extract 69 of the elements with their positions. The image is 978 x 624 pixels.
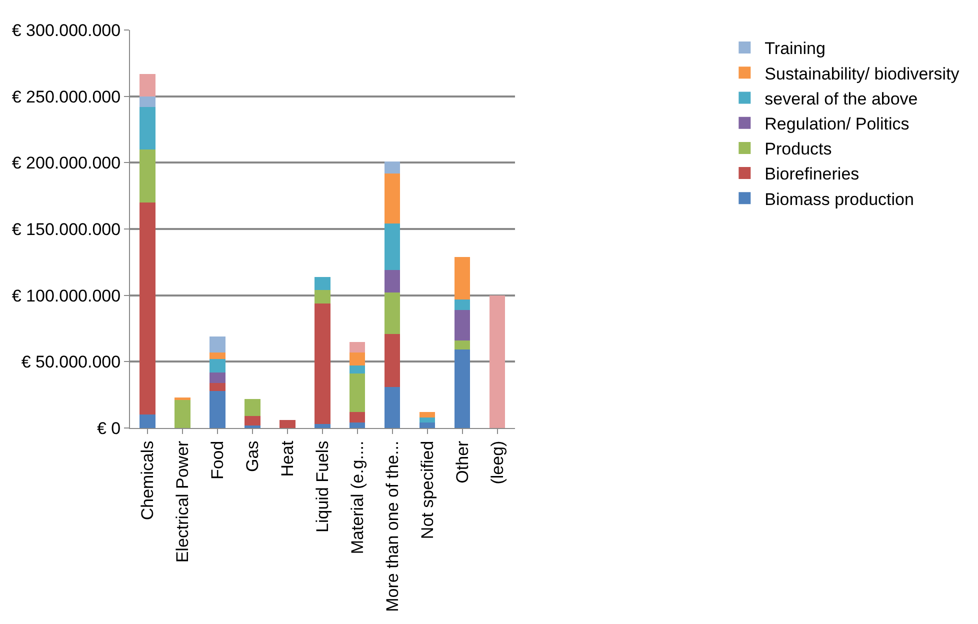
bar [384, 270, 400, 293]
bar [350, 342, 366, 352]
y-tick-label: € 300.000.000 [12, 20, 121, 40]
legend-label: Products [764, 140, 832, 159]
bar [419, 422, 436, 428]
y-tick-label: € 250.000.000 [12, 87, 121, 106]
bar [174, 400, 190, 428]
x-tick-label: (leeg) [488, 440, 507, 484]
x-tick-label: Gas [242, 440, 262, 472]
x-tick-label: Material (e.g.... [348, 440, 367, 554]
bar [384, 334, 400, 387]
x-tick-label: Electrical Power [172, 440, 192, 563]
bar [280, 420, 296, 428]
bar [140, 74, 156, 96]
legend-label: several of the above [764, 89, 918, 108]
bar [140, 149, 156, 202]
bar [350, 422, 366, 428]
bar [314, 424, 330, 428]
x-tick-label: Food [208, 440, 227, 480]
bar [489, 295, 506, 428]
bar [210, 352, 226, 360]
bar [419, 417, 436, 423]
bar [454, 340, 470, 350]
bar [350, 352, 366, 366]
bar [314, 303, 330, 424]
bar [174, 397, 190, 400]
x-tick-label: Heat [278, 440, 297, 477]
bar [210, 336, 226, 352]
y-tick-label: € 150.000.000 [12, 220, 121, 239]
legend-label: Training [764, 39, 826, 58]
y-tick-label: € 100.000.000 [12, 286, 121, 306]
legend-label: Biomass production [764, 190, 914, 209]
legend-label: Regulation/ Politics [764, 114, 910, 134]
y-tick-label: € 0 [96, 418, 121, 438]
bar [454, 256, 470, 300]
bar [350, 366, 366, 374]
bar [384, 224, 400, 270]
legend-label: Sustainability/ biodiversity [764, 64, 960, 84]
x-tick-label: Other [452, 440, 472, 484]
bar [384, 161, 400, 174]
bar [454, 310, 470, 340]
bar [140, 414, 156, 428]
x-tick-label: Not specified [418, 440, 437, 540]
y-tick-label: € 200.000.000 [12, 154, 121, 173]
bar [384, 173, 400, 224]
bar [314, 276, 330, 290]
bar [454, 299, 470, 310]
bar [350, 412, 366, 423]
x-tick-label: Liquid Fuels [312, 440, 332, 532]
bar [140, 106, 156, 150]
bar [350, 374, 366, 412]
bar [454, 350, 470, 428]
legend-label: Biorefineries [764, 164, 860, 184]
bar [244, 416, 260, 426]
bar [140, 96, 156, 107]
bar [384, 386, 400, 428]
bar [210, 359, 226, 372]
bar [384, 292, 400, 334]
bar [419, 412, 436, 418]
bar [210, 390, 226, 428]
bar [140, 202, 156, 415]
bar [210, 372, 226, 383]
bar [210, 382, 226, 391]
x-tick-label: More than one of the... [382, 440, 402, 612]
x-tick-label: Chemicals [138, 440, 158, 520]
bar [244, 398, 260, 416]
bar [314, 290, 330, 304]
bar [244, 425, 260, 428]
y-tick-label: € 50.000.000 [21, 352, 121, 372]
